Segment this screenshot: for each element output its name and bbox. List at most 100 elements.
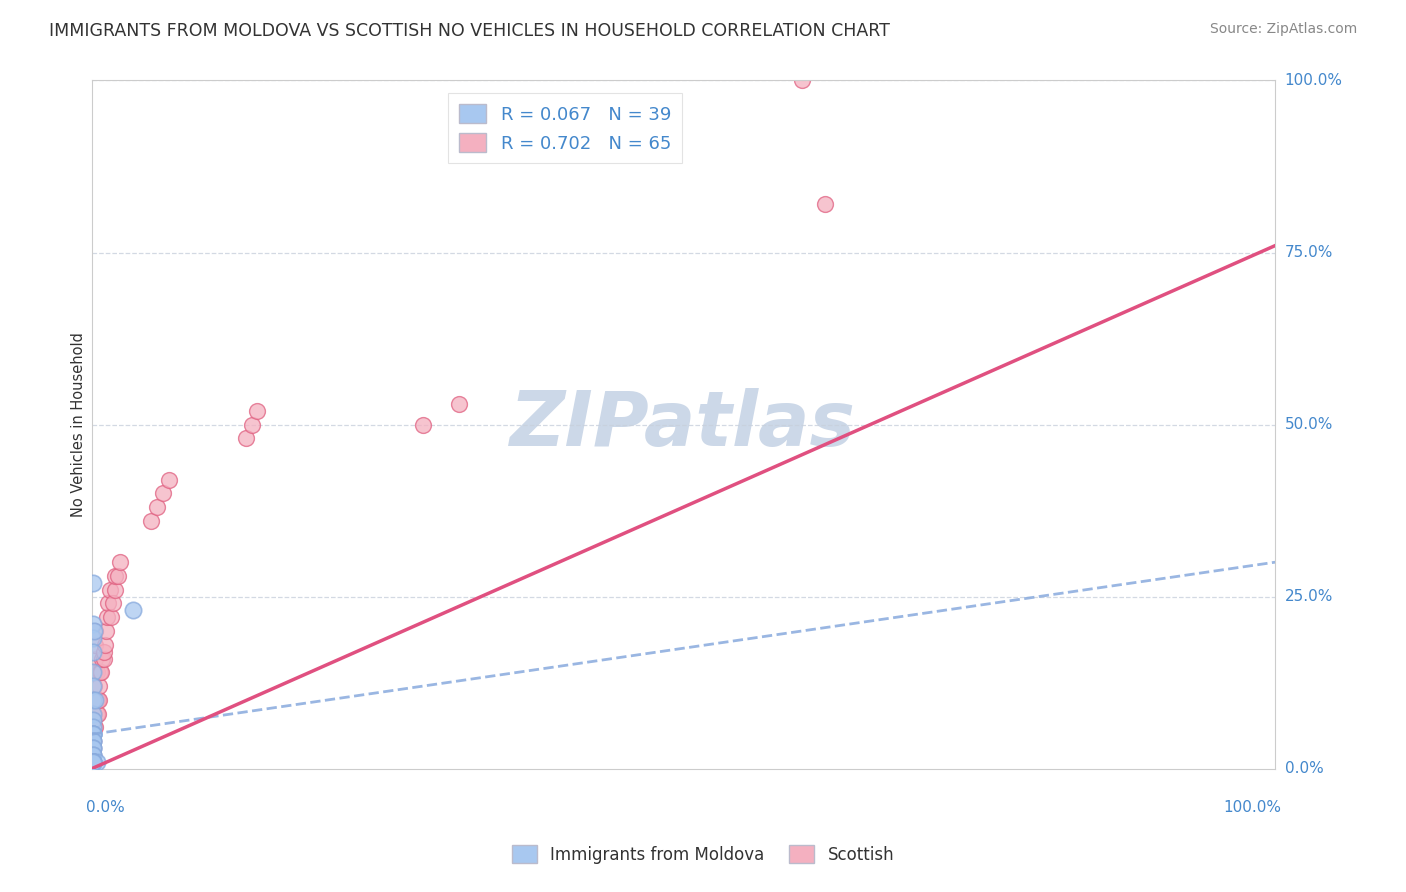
Point	[83, 693, 105, 707]
Point	[82, 741, 104, 756]
Point	[82, 693, 104, 707]
Point	[84, 624, 107, 638]
Point	[82, 755, 104, 769]
Point	[90, 665, 112, 680]
Point	[814, 197, 837, 211]
Point	[84, 638, 107, 652]
Point	[107, 569, 129, 583]
Point	[82, 755, 104, 769]
Point	[86, 693, 108, 707]
Point	[82, 741, 104, 756]
Point	[82, 755, 104, 769]
Point	[82, 631, 104, 645]
Point	[87, 693, 110, 707]
Point	[82, 720, 104, 734]
Point	[82, 679, 104, 693]
Point	[82, 755, 104, 769]
Point	[82, 755, 104, 769]
Point	[82, 755, 104, 769]
Point	[122, 603, 145, 617]
Point	[82, 755, 104, 769]
Point	[82, 645, 104, 659]
Point	[240, 417, 263, 432]
Point	[82, 734, 104, 748]
Point	[82, 741, 104, 756]
Point	[82, 747, 104, 762]
Point	[82, 747, 104, 762]
Point	[82, 755, 104, 769]
Point	[86, 755, 108, 769]
Point	[82, 617, 104, 632]
Point	[447, 397, 470, 411]
Text: 100.0%: 100.0%	[1223, 799, 1281, 814]
Point	[82, 706, 104, 721]
Point	[82, 727, 104, 741]
Point	[100, 610, 122, 624]
Point	[82, 734, 104, 748]
Point	[82, 747, 104, 762]
Point	[82, 747, 104, 762]
Point	[84, 651, 107, 665]
Y-axis label: No Vehicles in Household: No Vehicles in Household	[72, 332, 86, 517]
Point	[82, 727, 104, 741]
Point	[82, 727, 104, 741]
Point	[96, 610, 118, 624]
Point	[82, 755, 104, 769]
Point	[94, 638, 117, 652]
Point	[82, 741, 104, 756]
Point	[101, 597, 124, 611]
Point	[82, 747, 104, 762]
Point	[139, 514, 162, 528]
Point	[82, 747, 104, 762]
Point	[97, 597, 120, 611]
Point	[89, 665, 111, 680]
Point	[82, 755, 104, 769]
Point	[235, 431, 257, 445]
Point	[94, 624, 117, 638]
Text: ZIPatlas: ZIPatlas	[510, 387, 856, 461]
Point	[246, 404, 269, 418]
Text: 25.0%: 25.0%	[1285, 589, 1333, 604]
Point	[82, 734, 104, 748]
Point	[82, 755, 104, 769]
Text: 50.0%: 50.0%	[1285, 417, 1333, 432]
Point	[82, 741, 104, 756]
Point	[86, 706, 108, 721]
Point	[82, 755, 104, 769]
Point	[82, 755, 104, 769]
Point	[104, 569, 127, 583]
Point	[83, 706, 105, 721]
Point	[84, 693, 107, 707]
Point	[98, 582, 121, 597]
Legend: Immigrants from Moldova, Scottish: Immigrants from Moldova, Scottish	[505, 838, 901, 871]
Point	[790, 73, 813, 87]
Point	[82, 734, 104, 748]
Point	[86, 693, 108, 707]
Point	[82, 734, 104, 748]
Point	[82, 727, 104, 741]
Point	[157, 473, 180, 487]
Point	[86, 706, 108, 721]
Point	[91, 651, 114, 665]
Point	[82, 755, 104, 769]
Point	[83, 624, 105, 638]
Point	[84, 665, 107, 680]
Point	[82, 714, 104, 728]
Point	[412, 417, 434, 432]
Point	[104, 582, 127, 597]
Point	[82, 755, 104, 769]
Point	[82, 755, 104, 769]
Text: 0.0%: 0.0%	[86, 799, 125, 814]
Text: 75.0%: 75.0%	[1285, 245, 1333, 260]
Point	[82, 665, 104, 680]
Point	[93, 645, 115, 659]
Point	[86, 665, 108, 680]
Point	[84, 720, 107, 734]
Text: Source: ZipAtlas.com: Source: ZipAtlas.com	[1209, 22, 1357, 37]
Point	[82, 755, 104, 769]
Point	[83, 720, 105, 734]
Point	[82, 755, 104, 769]
Point	[93, 651, 115, 665]
Point	[82, 734, 104, 748]
Point	[146, 500, 169, 515]
